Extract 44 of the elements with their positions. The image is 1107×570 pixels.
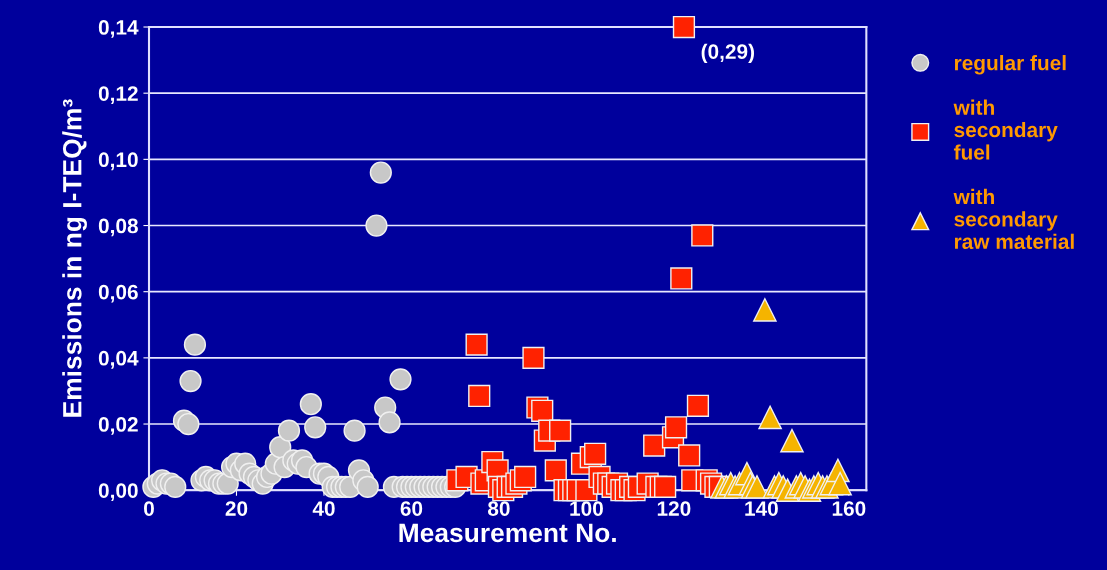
x-tick-label: 120 bbox=[657, 501, 691, 516]
point bbox=[691, 224, 714, 247]
point bbox=[544, 459, 567, 482]
x-tick-label: 160 bbox=[832, 501, 866, 516]
y-tick-label: 0,06 bbox=[98, 284, 138, 303]
legend-label: regular fuel bbox=[954, 55, 1066, 75]
point bbox=[678, 444, 701, 467]
point bbox=[531, 399, 554, 422]
point bbox=[672, 15, 696, 39]
point bbox=[686, 394, 710, 417]
point bbox=[468, 384, 491, 408]
point bbox=[780, 428, 804, 453]
point bbox=[465, 333, 488, 356]
y-tick-label: 0,02 bbox=[98, 417, 138, 435]
y-tick-label: 0,04 bbox=[98, 350, 139, 369]
point bbox=[549, 419, 572, 442]
x-tick-label: 100 bbox=[570, 501, 603, 516]
point bbox=[522, 346, 545, 369]
legend-label: with secondary fuel bbox=[953, 99, 1058, 160]
point bbox=[643, 434, 666, 457]
point bbox=[758, 405, 782, 430]
x-tick-label: 40 bbox=[312, 501, 335, 516]
y-tick-label: 0,14 bbox=[98, 20, 139, 38]
x-tick-label: 140 bbox=[745, 501, 778, 516]
annotation: (0,29) bbox=[701, 43, 754, 64]
x-tick-label: 20 bbox=[225, 501, 248, 516]
point bbox=[514, 465, 537, 489]
x-tick-label: 0 bbox=[144, 501, 154, 516]
y-axis-title: Emissions in ng I-TEQ/m³ bbox=[62, 99, 87, 417]
y-tick-label: 0,10 bbox=[98, 152, 138, 171]
x-tick-label: 80 bbox=[488, 501, 510, 516]
y-tick-label: 0,00 bbox=[98, 483, 138, 501]
legend-label: with secondary raw material bbox=[953, 188, 1074, 250]
point bbox=[654, 475, 677, 499]
x-tick-label: 60 bbox=[400, 501, 423, 516]
point bbox=[753, 298, 777, 322]
point bbox=[670, 267, 693, 290]
y-tick-label: 0,08 bbox=[98, 218, 138, 237]
y-tick-label: 0,12 bbox=[98, 86, 138, 104]
point bbox=[664, 416, 688, 439]
point bbox=[584, 442, 607, 465]
point bbox=[745, 475, 769, 499]
point bbox=[828, 471, 852, 496]
x-axis-title: Measurement No. bbox=[399, 523, 616, 543]
